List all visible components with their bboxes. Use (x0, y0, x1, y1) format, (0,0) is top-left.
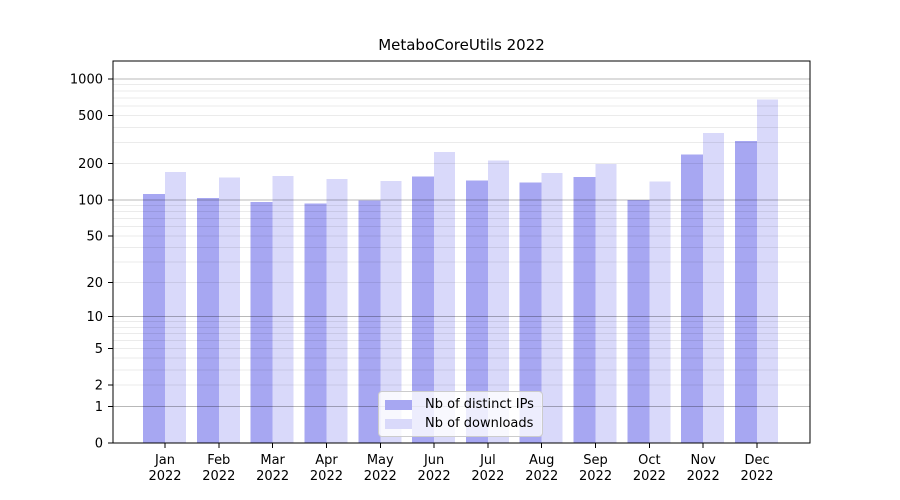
bar-distinct-ips-jun (412, 176, 435, 443)
bar-downloads-nov (703, 132, 725, 443)
bar-distinct-ips-jan (143, 193, 165, 443)
x-tick-label-month-aug: Aug (529, 453, 554, 468)
x-tick-label-month-jun: Jun (423, 453, 444, 468)
x-tick-label-month-mar: Mar (260, 453, 285, 468)
legend-swatch-downloads (385, 418, 412, 429)
x-tick-label-year-nov: 2022 (687, 469, 720, 484)
x-tick-label-year-may: 2022 (364, 469, 397, 484)
bar-downloads-jan (165, 172, 186, 443)
bar-distinct-ips-feb (196, 197, 219, 443)
legend: Nb of distinct IPs Nb of downloads (378, 391, 543, 437)
x-tick-label-year-dec: 2022 (740, 469, 773, 484)
x-tick-label-year-feb: 2022 (202, 469, 235, 484)
x-tick-label-year-oct: 2022 (633, 469, 666, 484)
x-tick-label-month-dec: Dec (744, 453, 769, 468)
x-tick-label-year-aug: 2022 (525, 469, 558, 484)
x-tick-label-month-oct: Oct (638, 453, 660, 468)
bar-downloads-jun (434, 151, 456, 443)
x-tick-label-year-jun: 2022 (418, 469, 451, 484)
chart-title: MetaboCoreUtils 2022 (378, 36, 545, 54)
bar-downloads-apr (326, 179, 348, 443)
y-tick-label: 2 (95, 379, 103, 394)
bar-distinct-ips-may (358, 200, 381, 443)
bar-downloads-sep (595, 163, 617, 444)
bar-distinct-ips-dec (735, 140, 758, 443)
y-tick-label: 5 (95, 342, 103, 357)
y-tick-label: 500 (78, 109, 103, 124)
y-tick-label: 10 (86, 310, 103, 325)
bar-downloads-may (380, 180, 402, 444)
legend-label-distinct-ips: Nb of distinct IPs (425, 397, 534, 412)
x-tick-label-month-feb: Feb (207, 453, 230, 468)
x-tick-label-year-jan: 2022 (148, 469, 181, 484)
legend-item-distinct-ips: Nb of distinct IPs (385, 397, 536, 412)
bar-downloads-jul (487, 160, 509, 443)
x-tick-label-month-nov: Nov (691, 453, 717, 468)
legend-label-downloads: Nb of downloads (425, 416, 534, 431)
legend-swatch-distinct-ips (385, 399, 412, 410)
x-tick-label-year-jul: 2022 (471, 469, 504, 484)
bar-distinct-ips-oct (627, 199, 650, 443)
y-tick-label: 1000 (70, 73, 103, 88)
y-tick-label: 50 (86, 229, 103, 244)
bar-distinct-ips-sep (573, 177, 596, 443)
bar-downloads-mar (272, 175, 294, 443)
y-tick-label: 200 (78, 157, 103, 172)
x-tick-label-month-sep: Sep (583, 453, 608, 468)
bar-downloads-oct (649, 181, 671, 443)
bar-distinct-ips-aug (519, 182, 542, 443)
y-tick-label: 0 (95, 437, 103, 452)
bar-downloads-dec (757, 99, 779, 443)
x-tick-label-year-mar: 2022 (256, 469, 289, 484)
bar-downloads-aug (541, 173, 563, 444)
y-tick-label: 1 (95, 400, 103, 415)
x-tick-label-month-jul: Jul (479, 453, 496, 468)
bar-distinct-ips-jul (465, 180, 488, 443)
legend-item-downloads: Nb of downloads (385, 416, 536, 431)
plot-frame (112, 60, 811, 444)
x-tick-label-month-may: May (367, 453, 394, 468)
y-tick-label: 100 (78, 193, 103, 208)
x-tick-label-year-sep: 2022 (579, 469, 612, 484)
bar-distinct-ips-nov (681, 154, 704, 443)
x-tick-label-month-apr: Apr (315, 453, 338, 468)
x-tick-label-month-jan: Jan (154, 453, 175, 468)
bar-distinct-ips-apr (304, 203, 327, 443)
y-tick-label: 20 (86, 276, 103, 291)
bar-downloads-feb (218, 177, 240, 443)
x-tick-label-year-apr: 2022 (310, 469, 343, 484)
bar-distinct-ips-mar (250, 202, 273, 443)
